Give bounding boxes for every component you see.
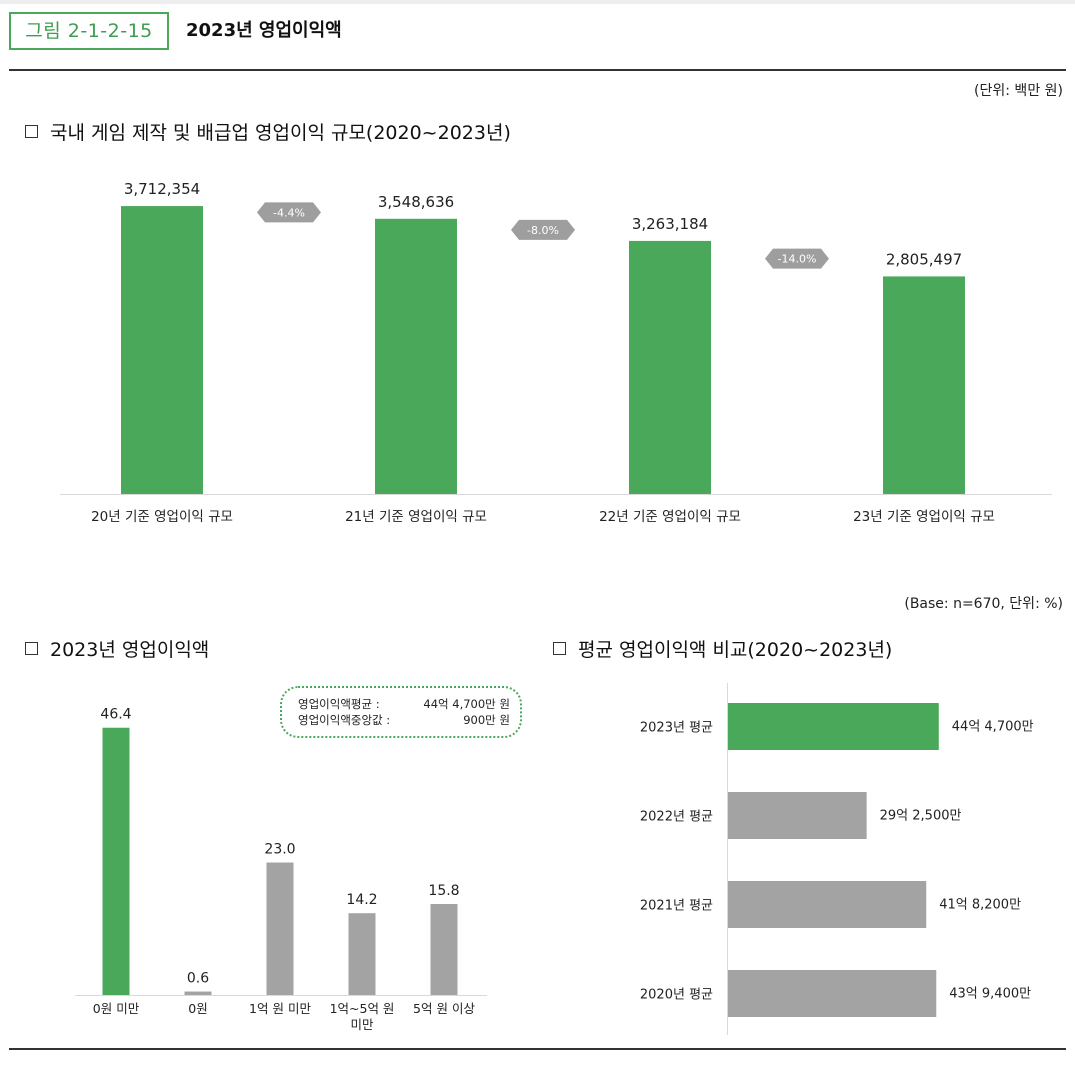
left-section-title: 2023년 영업이익액 [25,635,209,662]
bar-2 [184,991,212,995]
figure-title: 2023년 영업이익액 [186,20,342,41]
bar-value-label-3: 23.0 [264,842,295,858]
category-label-1: 20년 기준 영업이익 규모 [91,509,233,525]
checkbox-square-icon [553,642,566,655]
category-label-4-line-2: 미만 [350,1017,374,1032]
change-label-1: -4.4% [273,206,305,219]
top-unit-label: (단위: 백만 원) [974,83,1063,99]
top-section-title: 국내 게임 제작 및 배급업 영업이익 규모(2020~2023년) [25,118,511,145]
average-hbar-chart: 44억 4,700만 2023년 평균 29억 2,500만 2022년 평균 41억 … [640,683,1034,1035]
category-label-2: 0원 [188,1001,207,1016]
distribution-bar-chart: 46.4 0원 미만 0.6 0원 23.0 1억 원 미만 14.2 1억~5억 원미만 15… [75,707,487,1032]
category-label-5: 5억 원 이상 [413,1001,475,1016]
hbar-value-label-3: 41억 8,200만 [939,898,1021,913]
header-divider [9,69,1066,71]
hbar-2 [728,792,867,839]
bar-3 [266,862,294,995]
bottom-unit-label: (Base: n=670, 단위: %) [904,596,1063,612]
bar-value-label-4: 2,805,497 [886,250,962,268]
bar-3 [629,240,711,494]
bar-value-label-2: 0.6 [187,971,209,987]
bar-value-label-2: 3,548,636 [378,193,454,211]
bar-2 [375,218,457,494]
bar-value-label-1: 3,712,354 [124,180,200,198]
footer-divider [9,1048,1066,1050]
category-label-4: 1억~5억 원 [330,1001,395,1016]
left-section-title-text: 2023년 영업이익액 [50,639,210,661]
bar-value-label-5: 15.8 [428,883,459,899]
checkbox-square-icon [25,125,38,138]
category-label-2: 21년 기준 영업이익 규모 [345,509,487,525]
stats-callout: 영업이익액평균 : 44억 4,700만 원 영업이익액중앙값 : 900만 원 [280,686,522,738]
top-border [0,0,1075,4]
change-label-2: -8.0% [527,224,559,237]
category-label-3: 1억 원 미만 [249,1001,311,1016]
change-arrow-icon-2 [511,219,575,240]
hbar-category-label-4: 2020년 평균 [640,988,713,1003]
hbar-category-label-3: 2021년 평균 [640,899,713,914]
callout-avg-label: 영업이익액평균 : [298,697,380,711]
category-label-4: 23년 기준 영업이익 규모 [853,509,995,525]
top-section-title-text: 국내 게임 제작 및 배급업 영업이익 규모(2020~2023년) [50,122,511,144]
hbar-value-label-2: 29억 2,500만 [880,809,962,824]
hbar-3 [728,881,927,928]
figure-label: 그림 2-1-2-15 [9,12,169,50]
bar-value-label-4: 14.2 [346,892,377,908]
change-arrow-icon-1 [257,202,321,223]
hbar-value-label-1: 44억 4,700만 [952,720,1034,735]
bar-value-label-3: 3,263,184 [632,215,708,233]
bar-4 [883,276,965,494]
change-arrow-icon-3 [765,248,829,269]
bar-value-label-1: 46.4 [100,707,131,723]
bar-4 [348,913,376,995]
bar-1 [121,206,203,495]
bar-1 [102,727,130,995]
callout-median-label: 영업이익액중앙값 : [298,713,391,727]
hbar-value-label-4: 43억 9,400만 [949,987,1031,1002]
callout-median-value: 900만 원 [463,713,510,727]
right-section-title: 평균 영업이익액 비교(2020~2023년) [553,635,892,662]
callout-avg-value: 44억 4,700만 원 [423,697,510,711]
hbar-category-label-1: 2023년 평균 [640,721,713,736]
right-section-title-text: 평균 영업이익액 비교(2020~2023년) [578,639,893,661]
category-label-3: 22년 기준 영업이익 규모 [599,509,741,525]
hbar-1 [728,703,939,750]
category-label-1: 0원 미만 [93,1001,140,1016]
hbar-4 [728,970,937,1017]
main-bar-chart: 3,712,354 20년 기준 영업이익 규모 3,548,636 21년 기준 영… [60,180,1052,525]
checkbox-square-icon [25,642,38,655]
change-label-3: -14.0% [778,253,817,266]
bar-5 [430,903,458,995]
hbar-category-label-2: 2022년 평균 [640,810,713,825]
